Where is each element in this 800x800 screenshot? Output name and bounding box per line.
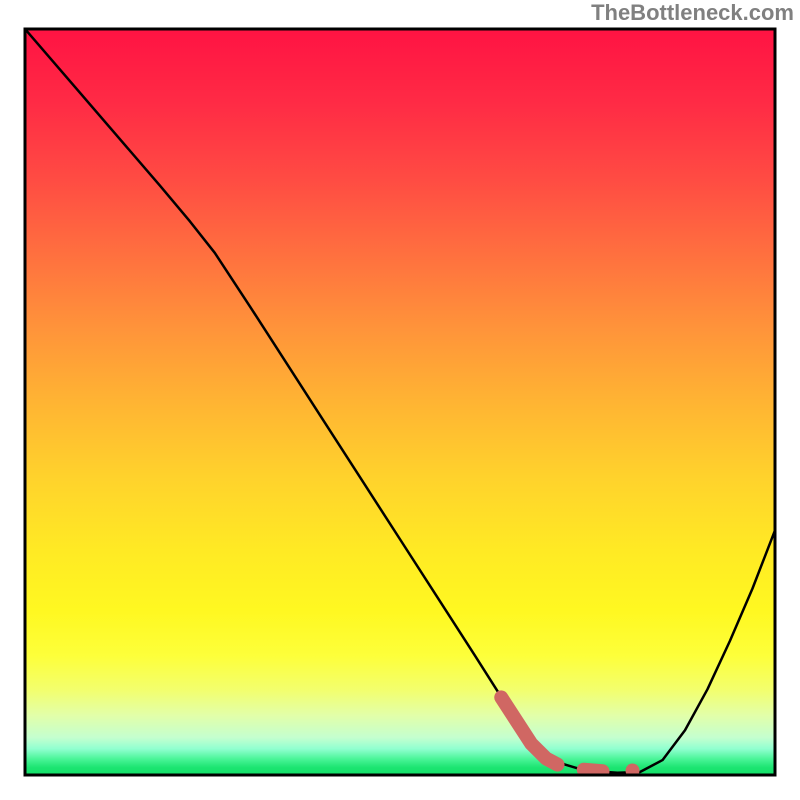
- bottleneck-chart: [0, 0, 800, 800]
- plot-area: [25, 29, 775, 778]
- highlight-dash: [584, 770, 603, 771]
- gradient-background: [25, 29, 775, 775]
- chart-container: TheBottleneck.com: [0, 0, 800, 800]
- watermark-text: TheBottleneck.com: [591, 0, 794, 26]
